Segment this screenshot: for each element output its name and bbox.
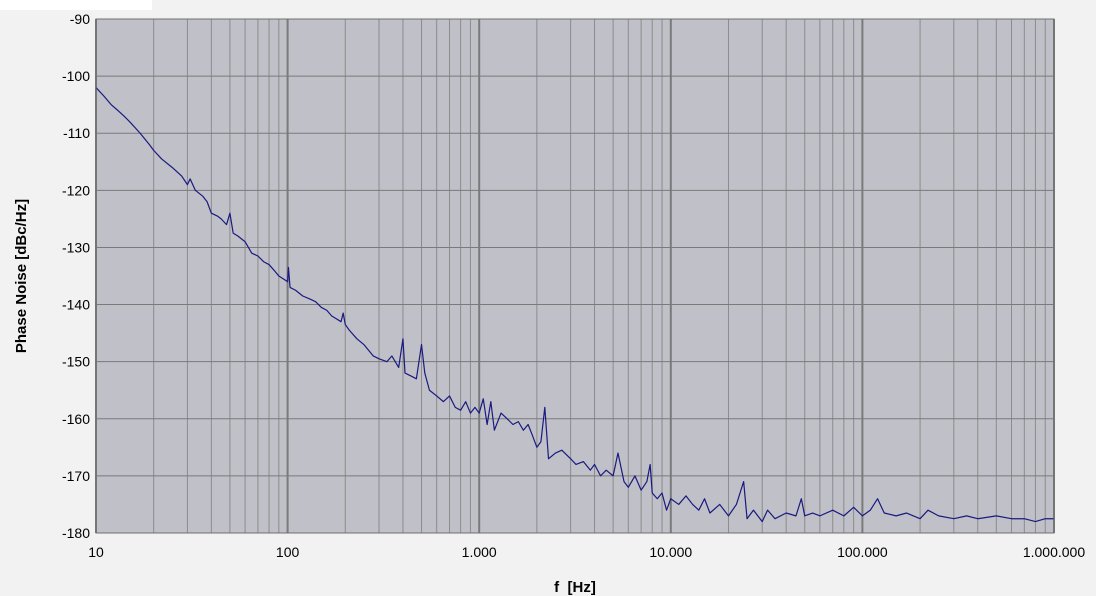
y-tick-labels: -90 -100 -110 -120 -130 -140 -150 -160 -170 -180 — [62, 11, 90, 541]
series-line — [95, 87, 1054, 523]
y-tick-label: -170 — [62, 468, 90, 484]
y-tick-label: -90 — [70, 11, 90, 27]
x-tick-label: 100.000 — [837, 544, 888, 560]
x-axis-title: f [Hz] — [554, 579, 596, 596]
x-tick-label: 10.000 — [649, 544, 692, 560]
y-tick-label: -150 — [62, 354, 90, 370]
plot-border — [95, 18, 1055, 534]
x-tick-label: 10 — [88, 544, 104, 560]
series-group — [95, 87, 1054, 523]
x-tick-label: 100 — [276, 544, 300, 560]
corner-patch — [0, 0, 152, 10]
y-tick-label: -100 — [62, 68, 90, 84]
x-tick-label: 1.000 — [462, 544, 497, 560]
plot-area — [96, 19, 1054, 533]
y-tick-label: -130 — [62, 239, 90, 255]
x-tick-labels: 10 100 1.000 10.000 100.000 1.000.000 — [88, 544, 1085, 560]
y-tick-label: -120 — [62, 182, 90, 198]
x-tick-label: 1.000.000 — [1023, 544, 1085, 560]
y-tick-label: -110 — [63, 125, 90, 141]
y-axis-title: Phase Noise [dBc/Hz] — [13, 199, 30, 353]
minor-grid — [153, 19, 1046, 533]
y-tick-label: -180 — [62, 525, 90, 541]
y-tick-label: -140 — [62, 297, 90, 313]
y-tick-label: -160 — [62, 411, 90, 427]
